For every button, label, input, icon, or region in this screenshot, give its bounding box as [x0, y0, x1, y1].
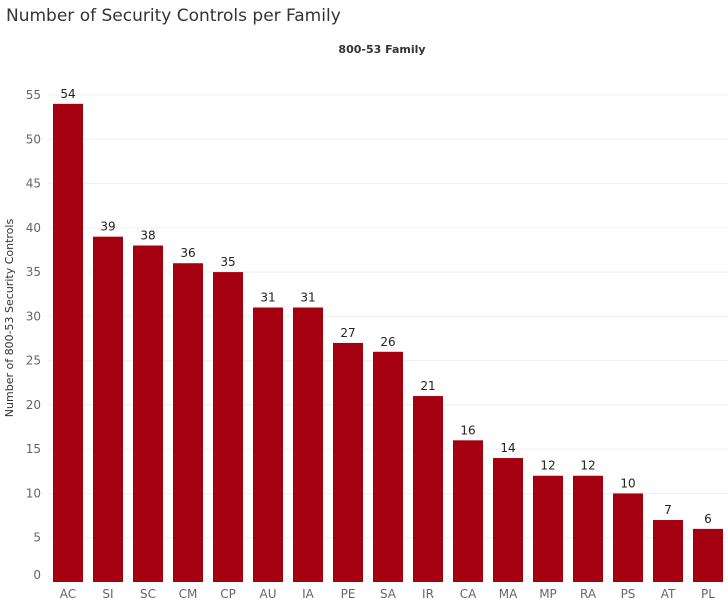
data-label-pe: 27 [340, 326, 355, 340]
data-label-sc: 38 [140, 229, 155, 243]
y-tick-label: 0 [33, 568, 41, 582]
x-tick-label-ps: PS [621, 587, 636, 601]
y-tick-label: 20 [26, 398, 41, 412]
bar-pe [333, 342, 363, 582]
data-label-ca: 16 [460, 423, 475, 437]
x-tick-label-sc: SC [140, 587, 156, 601]
x-tick-label-si: SI [102, 587, 113, 601]
x-axis-categories: AC SI SC CM CP AU IA PE SA IR CA MA MP RA PS AT PL [60, 587, 715, 601]
data-label-at: 7 [664, 503, 672, 517]
y-tick-label: 25 [26, 354, 41, 368]
x-tick-label-ca: CA [460, 587, 477, 601]
data-label-sa: 26 [380, 335, 395, 349]
data-label-si: 39 [100, 220, 115, 234]
bar-ir [413, 396, 443, 582]
y-tick-label: 50 [26, 132, 41, 146]
bar-mp [533, 475, 563, 582]
x-tick-label-cm: CM [179, 587, 198, 601]
x-tick-label-ir: IR [422, 587, 434, 601]
bar-ia [293, 307, 323, 582]
data-label-cm: 36 [180, 246, 195, 260]
data-label-ma: 14 [500, 441, 515, 455]
bar-si [93, 236, 123, 582]
bar-au [253, 307, 283, 582]
bar-ma [493, 458, 523, 582]
y-tick-label: 40 [26, 221, 41, 235]
y-tick-label: 55 [26, 88, 41, 102]
bar-cp [213, 272, 243, 582]
data-label-cp: 35 [220, 255, 235, 269]
data-label-mp: 12 [540, 459, 555, 473]
x-tick-label-at: AT [661, 587, 676, 601]
data-label-ia: 31 [300, 291, 315, 305]
x-tick-label-ac: AC [60, 587, 76, 601]
data-label-ps: 10 [620, 476, 635, 490]
bar-cm [173, 263, 203, 582]
bar-sc [133, 245, 163, 582]
bar-ca [453, 440, 483, 582]
data-label-au: 31 [260, 291, 275, 305]
x-tick-label-ma: MA [499, 587, 518, 601]
data-labels: 54 39 38 36 35 31 31 27 26 21 16 14 12 12 10 7 6 [60, 87, 711, 526]
y-tick-label: 30 [26, 309, 41, 323]
chart-title: Number of Security Controls per Family [6, 6, 341, 26]
column-header: 800-53 Family [338, 43, 425, 56]
x-tick-label-ra: RA [580, 587, 597, 601]
x-tick-label-pl: PL [701, 587, 715, 601]
data-label-ra: 12 [580, 459, 595, 473]
bar-at [653, 520, 683, 582]
bar-ac [53, 103, 83, 582]
x-tick-label-mp: MP [539, 587, 557, 601]
bars [53, 103, 723, 582]
x-tick-label-ia: IA [302, 587, 315, 601]
y-axis-ticks: 0 5 10 15 20 25 30 35 40 45 50 55 [26, 88, 41, 582]
data-label-ac: 54 [60, 87, 75, 101]
y-axis-title: Number of 800-53 Security Controls [3, 219, 16, 418]
bar-ra [573, 475, 603, 582]
bar-sa [373, 351, 403, 582]
x-tick-label-au: AU [260, 587, 277, 601]
y-tick-label: 5 [33, 531, 41, 545]
y-tick-label: 35 [26, 265, 41, 279]
bar-ps [613, 493, 643, 582]
bar-pl [693, 528, 723, 582]
x-tick-label-pe: PE [341, 587, 356, 601]
data-label-pl: 6 [704, 512, 712, 526]
data-label-ir: 21 [420, 379, 435, 393]
x-tick-label-cp: CP [220, 587, 236, 601]
x-tick-label-sa: SA [380, 587, 397, 601]
y-tick-label: 15 [26, 442, 41, 456]
y-tick-label: 45 [26, 177, 41, 191]
y-tick-label: 10 [26, 486, 41, 500]
